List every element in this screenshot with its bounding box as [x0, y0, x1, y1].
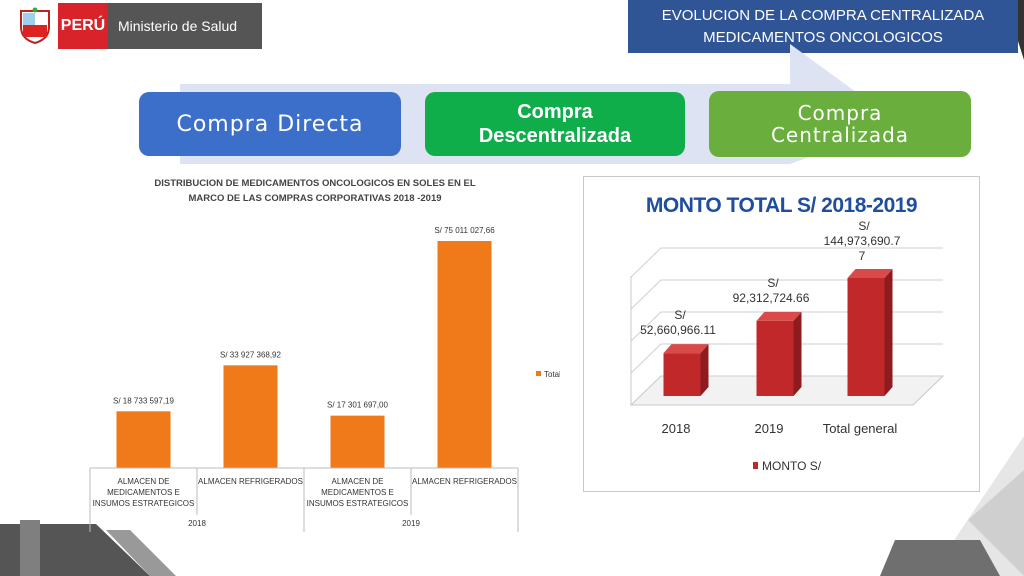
right-bar-side-2	[884, 269, 893, 396]
right-bar-label-2: 144,973,690.7	[824, 234, 901, 248]
left-bar-2	[330, 415, 385, 468]
left-chart-title-line2: MARCO DE LAS COMPRAS CORPORATIVAS 2018 -…	[188, 193, 442, 204]
left-bar-label-0: S/ 18 733 597,19	[113, 396, 174, 405]
right-chart-title: MONTO TOTAL S/ 2018-2019	[645, 194, 918, 217]
left-legend-swatch	[536, 371, 541, 376]
left-legend-label: Total	[544, 370, 560, 379]
left-bar-label-3: S/ 75 011 027,66	[434, 226, 495, 235]
right-category-label-1: 2019	[755, 421, 784, 436]
left-category-label-0: INSUMOS ESTRATEGICOS	[93, 499, 195, 508]
right-bar-label-2: S/	[858, 219, 870, 233]
left-bar-label-1: S/ 33 927 368,92	[220, 350, 281, 359]
stage3-line1: Compra	[797, 101, 883, 125]
right-legend-swatch	[753, 462, 758, 469]
right-3d-bar-chart: S/52,660,966.11 2018 S/92,312,724.66 2019 S/…	[629, 219, 945, 473]
right-legend-label: MONTO S/	[762, 459, 822, 473]
left-bar-label-2: S/ 17 301 697,00	[327, 401, 388, 410]
slide-title: EVOLUCION DE LA COMPRA CENTRALIZADA MEDI…	[628, 0, 1018, 53]
stage-compra-directa: Compra Directa	[139, 92, 401, 156]
slide-title-line1: EVOLUCION DE LA COMPRA CENTRALIZADA	[661, 7, 985, 24]
left-chart-title-line1: DISTRIBUCION DE MEDICAMENTOS ONCOLOGICOS…	[154, 178, 476, 189]
left-category-label-2: ALMACEN DE	[331, 477, 383, 486]
left-bar-0	[116, 411, 171, 468]
left-category-label-0: ALMACEN DE	[117, 477, 169, 486]
right-bar-label-1: S/	[767, 276, 779, 290]
right-bar-top-1	[756, 311, 802, 321]
left-bar-1	[223, 365, 278, 468]
stage-compra-directa-label: Compra Directa	[176, 111, 364, 137]
left-bar-chart: S/ 18 733 597,19 S/ 33 927 368,92 S/ 17 30…	[89, 226, 560, 532]
right-bar-label-1: 92,312,724.66	[733, 291, 810, 305]
right-category-label-0: 2018	[662, 421, 691, 436]
right-bar-side-1	[793, 311, 802, 396]
right-bar-top-0	[663, 344, 709, 354]
right-bar-label-2: 7	[859, 249, 866, 263]
ministry-name: Ministerio de Salud	[118, 18, 238, 34]
left-group-label-2018: 2018	[188, 519, 206, 528]
right-bar-1	[756, 320, 794, 396]
stage2-line2: Descentralizada	[478, 125, 632, 147]
peru-label: PERÚ	[58, 3, 108, 49]
coat-of-arms-icon	[12, 3, 58, 49]
left-category-label-2: INSUMOS ESTRATEGICOS	[307, 499, 409, 508]
left-group-label-2019: 2019	[402, 519, 420, 528]
left-category-label-0: MEDICAMENTOS E	[107, 488, 180, 497]
left-chart-title: DISTRIBUCION DE MEDICAMENTOS ONCOLOGICOS…	[110, 176, 520, 206]
right-bar-2	[847, 278, 885, 396]
right-bar-0	[663, 353, 701, 396]
left-category-label-2: MEDICAMENTOS E	[321, 488, 394, 497]
right-category-label-2: Total general	[823, 421, 898, 436]
stage3-line2: Centralizada	[770, 123, 910, 147]
left-bar-3	[437, 241, 492, 468]
left-category-label-3: ALMACEN REFRIGERADOS	[412, 477, 517, 486]
left-category-label-1: ALMACEN REFRIGERADOS	[198, 477, 303, 486]
ministry-logo: PERÚ Ministerio de Salud	[12, 3, 262, 49]
right-bar-label-0: S/	[674, 308, 686, 322]
stage2-line1: Compra	[517, 101, 593, 123]
right-bar-top-2	[847, 269, 893, 278]
slide-title-line2: MEDICAMENTOS ONCOLOGICOS	[703, 29, 943, 46]
right-bar-label-0: 52,660,966.11	[640, 323, 716, 337]
stage-compra-centralizada: Compra Centralizada	[709, 91, 971, 157]
stage-compra-descentralizada: Compra Descentralizada	[425, 92, 685, 156]
right-chart-gridline	[630, 247, 943, 278]
right-bar-side-0	[700, 344, 709, 396]
